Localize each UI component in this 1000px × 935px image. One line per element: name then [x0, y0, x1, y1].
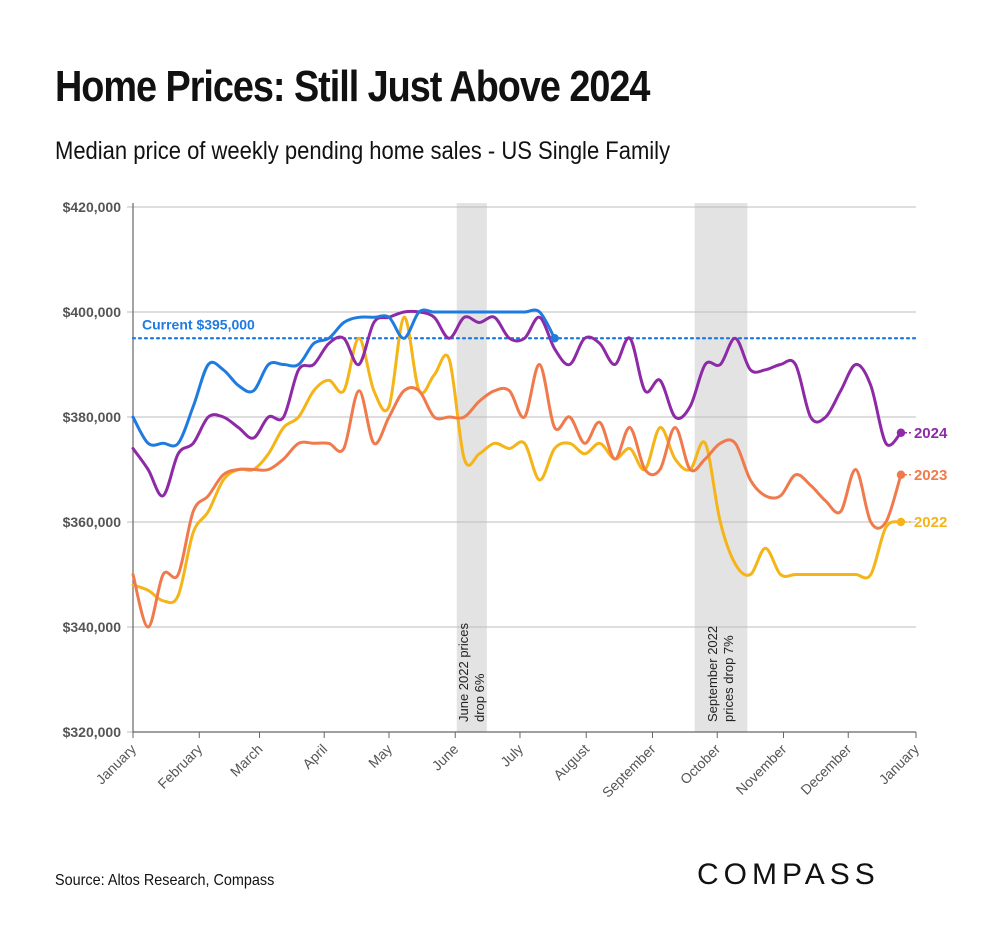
x-tick-label: September — [599, 741, 659, 801]
x-tick-label: October — [677, 741, 724, 788]
x-axis-labels: January February March April May June July Augu… — [93, 741, 923, 801]
series-lines — [131, 308, 906, 629]
series-line-2025 — [131, 308, 557, 448]
series-line-2022 — [131, 315, 903, 605]
series-end-labels: 2022 2023 2024 — [900, 425, 948, 531]
axes — [132, 203, 917, 738]
series-line-2024 — [131, 309, 903, 498]
source-note: Source: Altos Research, Compass — [55, 872, 275, 889]
shaded-region-1 — [456, 203, 487, 732]
y-tick-label: $380,000 — [63, 409, 122, 425]
series-end-dot-2025 — [550, 334, 559, 343]
series-end-label-2023: 2023 — [914, 467, 947, 484]
x-tick-label: July — [497, 741, 526, 770]
compass-logo: COMPASS — [697, 858, 880, 891]
shaded-region-label-1: June 2022 pricesdrop 6% — [456, 622, 487, 722]
x-tick-label: August — [550, 741, 592, 783]
x-tick-label: November — [733, 741, 790, 798]
reference-line-group: Current $395,000 — [131, 316, 918, 340]
series-end-label-2022: 2022 — [914, 514, 947, 531]
y-axis-labels: $320,000 $340,000 $360,000 $380,000 $400,000… — [63, 199, 122, 740]
x-tick-label: April — [299, 741, 330, 772]
x-tick-label: June — [429, 741, 462, 774]
y-tick-label: $320,000 — [63, 724, 122, 740]
shaded-region-labels: June 2022 pricesdrop 6% September 2022pri… — [456, 622, 736, 722]
chart-subtitle: Median price of weekly pending home sale… — [55, 137, 671, 165]
x-tick-label: March — [227, 741, 266, 780]
y-tick-label: $360,000 — [63, 514, 122, 530]
chart-title: Home Prices: Still Just Above 2024 — [55, 62, 650, 111]
x-tick-label: January — [876, 741, 923, 788]
x-tick-label: February — [154, 741, 205, 792]
series-line-2023 — [131, 362, 903, 629]
y-tick-label: $400,000 — [63, 304, 122, 320]
x-tick-label: May — [365, 741, 395, 771]
series-end-label-2024: 2024 — [914, 425, 948, 442]
y-tick-label: $340,000 — [63, 619, 122, 635]
x-tick-label: December — [797, 741, 854, 798]
reference-line-label: Current $395,000 — [142, 316, 255, 332]
x-tick-label: January — [93, 741, 140, 788]
shaded-region-2 — [694, 203, 748, 732]
shaded-regions — [456, 203, 748, 732]
y-tick-label: $420,000 — [63, 199, 122, 215]
shaded-region-label-2: September 2022prices drop 7% — [705, 626, 736, 722]
